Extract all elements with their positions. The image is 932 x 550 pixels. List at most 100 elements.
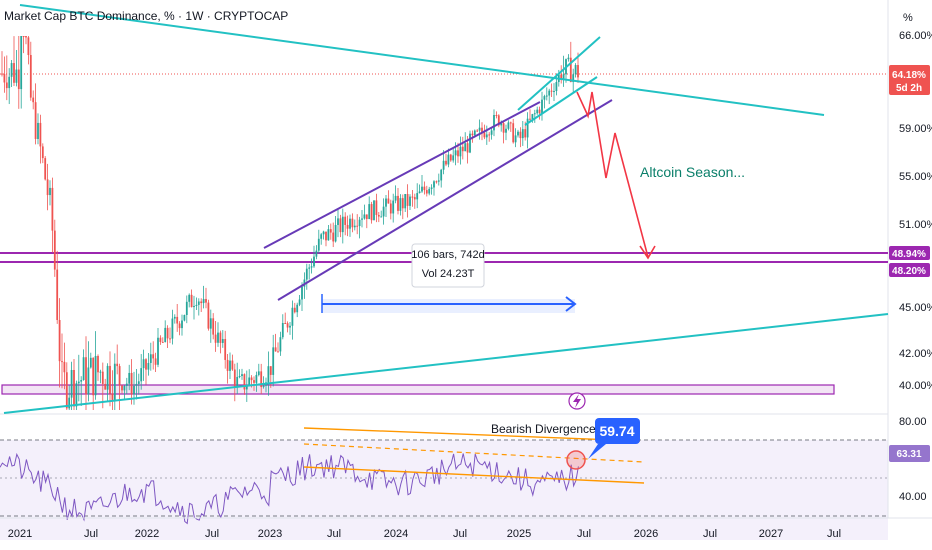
candle-body	[286, 323, 289, 328]
candle-body	[490, 130, 493, 135]
candle-body	[464, 143, 467, 152]
candle-body	[413, 197, 416, 200]
time-tick-label: 2021	[8, 528, 32, 540]
time-tick-label: 2027	[759, 528, 783, 540]
candle-body	[428, 188, 431, 194]
candle-body	[548, 90, 551, 96]
candle-body	[512, 123, 515, 143]
candle-body	[521, 129, 524, 139]
candle-body	[524, 129, 527, 138]
candle-body	[449, 154, 452, 161]
time-tick-label: 2023	[258, 528, 282, 540]
last-price-tag	[889, 65, 930, 95]
candle-body	[385, 198, 387, 207]
candle-body	[145, 359, 147, 370]
candle-body	[243, 374, 246, 390]
candle-body	[22, 36, 25, 37]
candle-body	[337, 218, 339, 225]
candle-body	[197, 301, 200, 305]
candle-body	[327, 229, 330, 241]
rsi-channel-lower	[303, 466, 645, 484]
candle-body	[514, 135, 517, 143]
candle-body	[483, 132, 486, 138]
candle-body	[229, 360, 231, 371]
candle-body	[466, 143, 469, 153]
candle-body	[200, 301, 203, 304]
time-tick-label: 2025	[507, 528, 531, 540]
countdown-value: 5d 2h	[896, 83, 922, 94]
candle-body	[473, 130, 476, 136]
candle-body	[257, 371, 260, 375]
time-tick-label: Jul	[827, 528, 841, 540]
level-tag-lower	[889, 263, 930, 277]
candle-body	[274, 347, 277, 352]
candle-body	[406, 193, 409, 206]
candle-body	[375, 200, 378, 215]
candle-body	[397, 195, 399, 211]
candle-body	[430, 187, 433, 189]
candle-body	[377, 214, 380, 217]
candle-body	[70, 369, 73, 398]
candle-body	[358, 219, 361, 227]
candle-body	[20, 36, 23, 90]
candle-body	[301, 286, 303, 300]
candle-body	[154, 358, 157, 365]
channel-mid-cyan	[524, 76, 598, 126]
candle-body	[478, 127, 481, 131]
candle-body	[497, 115, 500, 126]
rsi-channel-mid	[303, 443, 645, 463]
measure-tooltip-line1: 106 bars, 742d	[411, 249, 484, 261]
candle-body	[447, 154, 450, 165]
candle-body	[97, 355, 99, 373]
candle-body	[25, 36, 27, 38]
candle-body	[334, 224, 337, 242]
candle-body	[140, 368, 143, 382]
candle-body	[529, 118, 531, 120]
candle-body	[32, 97, 35, 103]
candle-body	[109, 365, 111, 394]
price-tick-45: 45.00%	[899, 302, 932, 314]
candle-body	[363, 214, 366, 219]
candle-body	[89, 357, 92, 368]
candle-body	[310, 266, 313, 268]
candle-body	[411, 196, 414, 198]
candle-body	[332, 232, 335, 242]
candle-body	[65, 372, 68, 409]
candle-body	[15, 69, 18, 83]
candle-body	[421, 186, 423, 192]
candle-body	[481, 127, 483, 133]
rsi-callout-value: 59.74	[599, 423, 634, 439]
candle-body	[416, 193, 419, 200]
candle-body	[106, 365, 109, 390]
candle-body	[553, 91, 555, 93]
candle-body	[577, 65, 579, 78]
candle-body	[37, 122, 39, 139]
candle-body	[51, 187, 54, 231]
price-tick-55: 55.00%	[899, 171, 932, 183]
last-price-value: 64.18%	[892, 70, 926, 81]
candle-body	[382, 206, 385, 217]
ascending-trendline	[3, 313, 889, 414]
candle-body	[440, 169, 443, 181]
candle-body	[214, 334, 217, 343]
candle-body	[461, 146, 464, 152]
candle-body	[217, 332, 219, 343]
candle-body	[29, 55, 32, 98]
time-tick-label: 2022	[135, 528, 159, 540]
candle-body	[572, 74, 575, 83]
candle-body	[272, 347, 275, 375]
candle-body	[10, 63, 13, 77]
candle-body	[454, 150, 457, 156]
candle-body	[469, 133, 471, 153]
candle-body	[190, 294, 193, 308]
candle-body	[149, 354, 152, 363]
candle-body	[284, 323, 287, 325]
lightning-icon[interactable]	[568, 392, 586, 410]
time-tick-label: Jul	[703, 528, 717, 540]
candle-body	[567, 57, 570, 60]
support-zone	[1, 384, 835, 395]
candle-body	[433, 181, 435, 188]
candle-body	[368, 204, 371, 220]
candle-body	[269, 366, 272, 375]
candle-body	[298, 299, 301, 305]
